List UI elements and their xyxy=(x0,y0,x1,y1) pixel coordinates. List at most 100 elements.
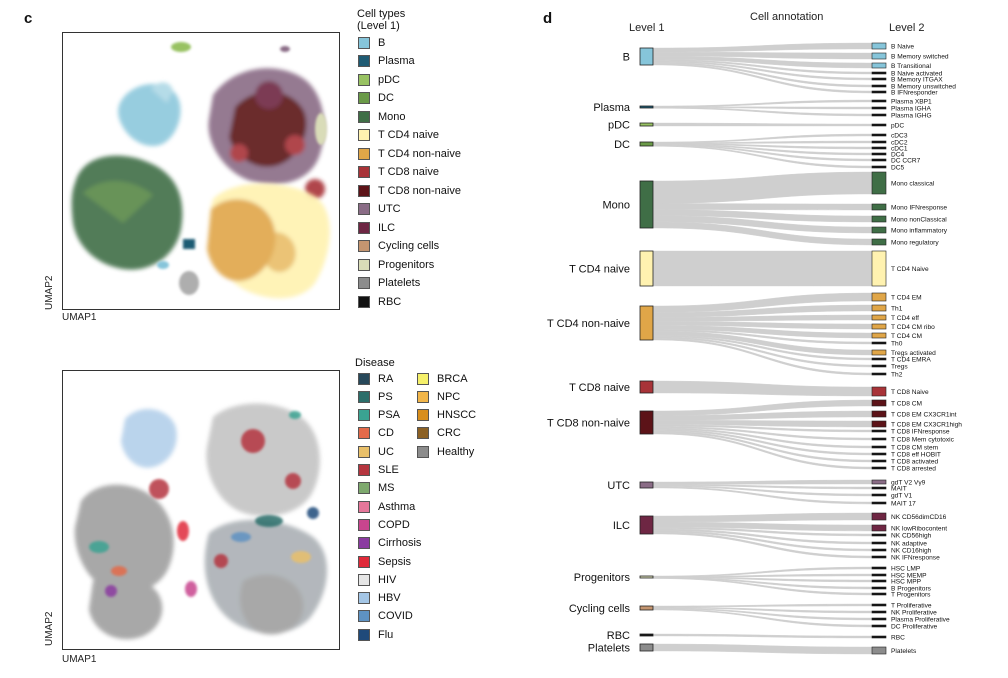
level2-label-t-cd4-em: T CD4 EM xyxy=(891,295,922,302)
cell-legend-item-swatch xyxy=(358,73,370,86)
level2-node-plasma-xbp1 xyxy=(871,99,887,103)
level2-label-hsc-memp: HSC MEMP xyxy=(891,573,927,580)
level2-label-mait: MAIT xyxy=(891,486,907,493)
level1-label-t-cd8-naive: T CD8 naive xyxy=(569,382,630,394)
level2-label-b-naive: B Naive xyxy=(891,44,914,51)
disease-legend-item-label: CD xyxy=(378,427,394,440)
level2-node-t-cd4-cm-ribo xyxy=(871,323,887,330)
level2-node-dc-proliferative xyxy=(871,624,887,628)
cell-legend-item-progenitors: Progenitors xyxy=(358,257,434,272)
level2-node-hsc-memp xyxy=(871,573,887,577)
level2-node-rbc xyxy=(871,635,887,639)
level1-node-ilc xyxy=(639,515,654,535)
cell-legend-item-label: Progenitors xyxy=(378,258,435,271)
disease-legend-item-label: HNSCC xyxy=(437,409,477,422)
level2-label-dc-ccr7: DC CCR7 xyxy=(891,158,921,165)
disease-legend-item-label: COVID xyxy=(378,610,413,623)
level2-label-gdt-v1: gdT V1 xyxy=(891,493,912,500)
cell-legend-item-label: T CD4 naive xyxy=(378,129,439,141)
level2-label-t-cd4-emra: T CD4 EMRA xyxy=(891,357,931,364)
level2-node-cdc2 xyxy=(871,140,887,144)
level1-header: Level 1 xyxy=(629,22,664,34)
disease-legend-item-swatch xyxy=(417,372,429,385)
level2-node-t-proliferative xyxy=(871,603,887,607)
level2-label-t-proliferative: T Proliferative xyxy=(891,603,932,610)
cell-legend-item-t-cd8-non-naive: T CD8 non-naive xyxy=(358,183,461,198)
sankey-diagram: Cell annotation Level 1 Level 2 B Plasma pDC D… xyxy=(547,11,962,655)
cell-legend-item-swatch xyxy=(358,277,370,289)
level1-label-dc: DC xyxy=(614,139,630,151)
level2-label-t-cd8-activated: T CD8 activated xyxy=(891,459,938,466)
disease-legend-item-swatch xyxy=(358,573,370,586)
level2-node-t-cd4-naive xyxy=(871,250,887,287)
umap-cell-types-scatter xyxy=(71,42,330,299)
disease-legend-item-sepsis: Sepsis xyxy=(358,554,411,569)
level2-node-th1 xyxy=(871,304,887,312)
level1-node-progenitors xyxy=(639,575,654,579)
level2-label-t-cd8-cm-stem: T CD8 CM stem xyxy=(891,445,939,452)
level2-header: Level 2 xyxy=(889,22,924,34)
level2-label-t-cd8-em-cx3cr1int: T CD8 EM CX3CR1int xyxy=(891,412,957,419)
level2-label-nk-adaptive: NK adaptive xyxy=(891,541,927,548)
level2-label-cdc3: cDC3 xyxy=(891,133,908,140)
level2-node-t-cd4-emra xyxy=(871,357,887,361)
level2-label-dc5: DC5 xyxy=(891,165,905,172)
cell-legend-item-swatch xyxy=(358,221,370,234)
disease-legend-item-crc: CRC xyxy=(417,426,461,441)
level2-label-b-ifnresponder: B IFNresponder xyxy=(891,90,938,97)
sankey-flow-plasma-xbp1 xyxy=(652,99,873,108)
level2-node-mono-inflammatory xyxy=(871,226,887,234)
disease-legend-item-label: Flu xyxy=(378,628,394,641)
cell-legend-item-label: ILC xyxy=(378,221,396,234)
level2-node-mono-nonclassical xyxy=(871,215,887,223)
level2-node-dc5 xyxy=(871,165,887,169)
disease-legend-item-label: SLE xyxy=(378,464,399,476)
cell-legend-item-label: DC xyxy=(378,92,394,104)
level2-node-dc-ccr7 xyxy=(871,158,887,162)
panel-c-letter: c xyxy=(24,10,33,27)
level2-label-b-naive-activated: B Naive activated xyxy=(891,71,943,78)
level2-label-rbc: RBC xyxy=(891,635,905,642)
level2-node-tregs-activated xyxy=(871,349,887,356)
level2-node-hsc-mpp xyxy=(871,579,887,583)
level2-label-tregs-activated: Tregs activated xyxy=(891,350,936,357)
level1-node-utc xyxy=(639,481,654,489)
level2-label-plasma-xbp1: Plasma XBP1 xyxy=(891,99,932,106)
disease-legend-item-npc: NPC xyxy=(417,389,460,404)
level1-label-platelets: Platelets xyxy=(588,643,631,655)
cell-legend-item-t-cd8-naive: T CD8 naive xyxy=(358,165,439,180)
sankey-flow-b-naive xyxy=(652,42,873,53)
level2-node-t-cd8-eff-hobit xyxy=(871,452,887,456)
level2-label-plasma-proliferative: Plasma Proliferative xyxy=(891,617,950,624)
level2-label-mono-nonclassical: Mono nonClassical xyxy=(891,217,947,224)
level2-node-t-cd4-cm xyxy=(871,332,887,339)
disease-legend-title: Disease xyxy=(355,357,395,369)
level2-label-plasma-igha: Plasma IGHA xyxy=(891,106,932,113)
disease-legend-item-brca: BRCA xyxy=(417,371,468,386)
level2-label-t-progenitors: T Progenitors xyxy=(891,592,931,599)
level2-label-hsc-lmp: HSC LMP xyxy=(891,566,921,573)
level2-label-dc4: DC4 xyxy=(891,152,905,159)
level2-label-t-cd4-cm: T CD4 CM xyxy=(891,333,922,340)
cell-legend-item-label: T CD4 non-naive xyxy=(378,147,461,160)
level2-node-pdc xyxy=(871,123,887,127)
disease-legend-item-swatch xyxy=(358,372,370,385)
disease-legend-item-label: UC xyxy=(378,445,394,458)
level2-label-mait-17: MAIT 17 xyxy=(891,501,916,508)
cell-legend-item-swatch xyxy=(358,55,370,67)
level1-node-t-cd8-naive xyxy=(639,380,654,394)
cell-legend-item-label: Plasma xyxy=(378,55,415,67)
level2-label-nk-cd56high: NK CD56high xyxy=(891,533,932,540)
cell-types-title-line2: (Level 1) xyxy=(357,20,400,32)
umap-top-x-label: UMAP1 xyxy=(62,312,97,323)
level2-label-t-cd8-eff-hobit: T CD8 eff HOBIT xyxy=(891,452,941,459)
level2-node-nk-ifnresponse xyxy=(871,555,887,559)
cell-legend-item-swatch xyxy=(358,36,370,49)
cell-legend-item-swatch xyxy=(358,129,370,141)
cell-legend-item-label: B xyxy=(378,36,386,49)
disease-legend-item-swatch xyxy=(358,628,370,641)
cell-legend-item-label: pDC xyxy=(378,73,401,86)
level1-node-t-cd4-non-naive xyxy=(639,305,654,341)
cell-legend-item-ilc: ILC xyxy=(358,220,395,235)
level2-node-plasma-ighg xyxy=(871,113,887,117)
